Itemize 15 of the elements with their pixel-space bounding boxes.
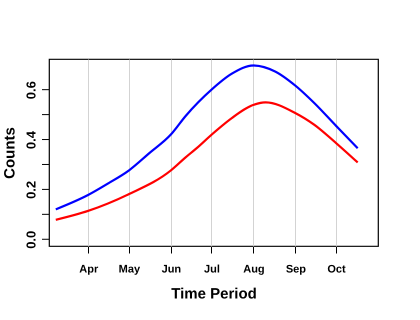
x-axis-title: Time Period xyxy=(171,286,257,302)
x-tick-label: Jun xyxy=(162,264,182,276)
x-tick-label: Aug xyxy=(243,264,265,276)
y-tick-label: 0.2 xyxy=(24,180,38,199)
x-tick-label: Sep xyxy=(286,264,306,276)
y-tick-label: 0.4 xyxy=(24,130,38,150)
line-series xyxy=(54,101,359,221)
y-tick-label: 0.0 xyxy=(24,230,38,249)
line-series xyxy=(54,64,359,210)
x-tick-label: Jul xyxy=(204,264,220,276)
x-tick-label: Oct xyxy=(327,264,346,276)
x-tick-label: May xyxy=(118,264,141,276)
y-tick-label: 0.6 xyxy=(24,81,38,100)
y-axis-title: Counts xyxy=(2,127,18,179)
x-tick-label: Apr xyxy=(79,264,99,276)
